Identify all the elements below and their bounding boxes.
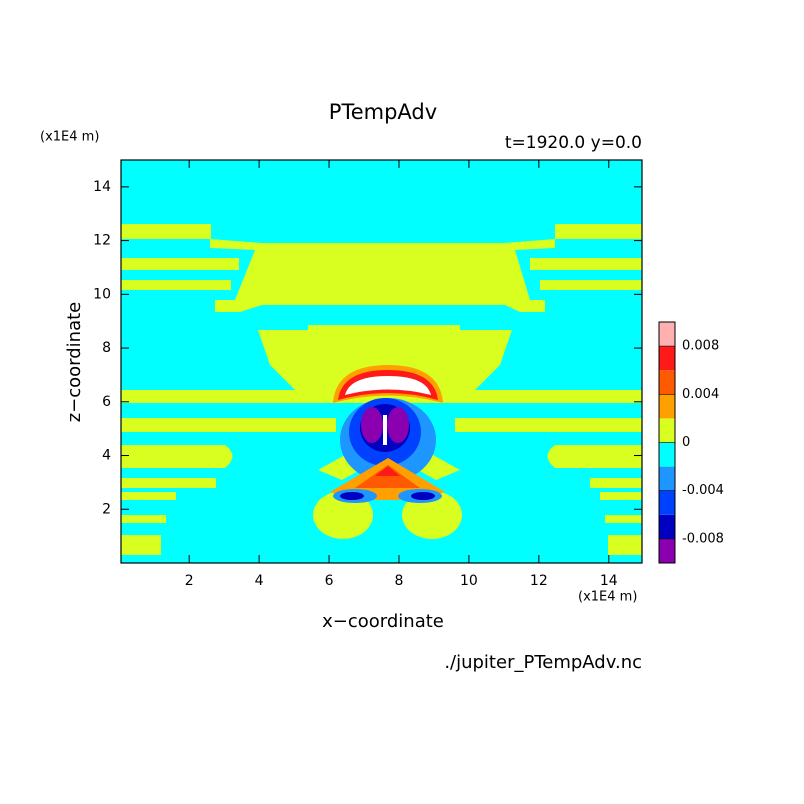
y-tick-label: 2 [102,501,111,517]
y-tick-label: 6 [102,394,111,410]
contour-region [455,418,642,432]
contour-field [121,160,642,563]
contour-region [530,258,642,270]
contour-region [121,224,211,239]
y-tick-label: 4 [102,448,111,464]
contour-region [375,466,400,476]
contour-region [262,248,505,305]
y-tick-label: 12 [93,233,111,249]
contour-region [121,445,233,468]
contour-region [313,491,373,539]
y-tick-label: 10 [93,286,111,302]
colorbar-tick-label: -0.004 [682,483,724,498]
contour-region [387,407,409,443]
contour-region [600,492,642,500]
contour-region [411,492,435,500]
x-tick-label: 10 [460,573,478,589]
x-tick-label: 14 [600,573,618,589]
x-tick-label: 12 [530,573,548,589]
contour-region [308,325,460,330]
cap-core [345,376,431,395]
contour-region [121,390,642,403]
contour-region [121,492,176,500]
colorbar-band [659,418,675,443]
colorbar-tick-label: 0.008 [682,339,719,354]
colorbar-band [659,322,675,347]
y-unit: (x1E4 m) [40,130,99,145]
contour-region [258,330,512,395]
colorbar-band [659,514,675,539]
contour-region [608,535,642,555]
contour-region [121,478,216,488]
contour-region [547,445,642,468]
colorbar-tick-label: -0.008 [682,531,724,546]
colorbar-band [659,394,675,419]
colorbar-band [659,442,675,467]
chart-title: PTempAdv [329,100,437,124]
contour-region [121,515,166,523]
contour-region [540,280,642,290]
contour-region [355,465,420,488]
x-tick-label: 8 [395,573,404,589]
colorbar-band [659,538,675,563]
contour-region [121,280,231,290]
y-axis-label: z−coordinate [64,302,85,423]
contour-region [361,407,383,443]
x-axis-label: x−coordinate [322,611,444,632]
x-tick-label: 2 [185,573,194,589]
colorbar-band [659,466,675,491]
plume-core [383,415,387,445]
contour-region [555,224,642,239]
colorbar-band [659,370,675,395]
colorbar-band [659,490,675,515]
contour-region [340,492,364,500]
contour-region [402,491,462,539]
y-tick-label: 8 [102,340,111,356]
colorbar-band [659,346,675,371]
source-file: ./jupiter_PTempAdv.nc [444,652,642,673]
y-tick-label: 14 [93,179,111,195]
contour-region [590,478,642,488]
contour-region [121,535,161,555]
plot-frame [120,159,643,564]
chart-subtitle: t=1920.0 y=0.0 [505,133,642,153]
x-tick-label: 6 [325,573,334,589]
colorbar-tick-label: 0 [682,435,690,450]
contour-region [121,418,336,432]
contour-region [121,258,239,270]
contour-region [605,515,642,523]
colorbar-tick-label: 0.004 [682,387,719,402]
x-tick-label: 4 [255,573,264,589]
x-unit: (x1E4 m) [578,590,637,605]
